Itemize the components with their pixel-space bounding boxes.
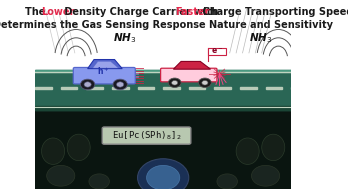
Circle shape: [147, 165, 180, 189]
Circle shape: [172, 81, 178, 85]
Circle shape: [137, 159, 189, 189]
Bar: [163, 87, 180, 89]
Polygon shape: [88, 60, 122, 69]
Circle shape: [117, 82, 124, 87]
Bar: [35, 70, 291, 110]
Text: NH$_3$: NH$_3$: [249, 31, 272, 45]
Bar: [35, 87, 52, 89]
Text: Charge Transporting Speed: Charge Transporting Speed: [199, 7, 348, 17]
Circle shape: [198, 78, 211, 88]
Bar: [86, 87, 103, 89]
Ellipse shape: [41, 138, 65, 164]
Polygon shape: [208, 48, 226, 55]
Circle shape: [168, 78, 181, 88]
Circle shape: [89, 174, 109, 189]
Circle shape: [84, 82, 91, 87]
Circle shape: [252, 165, 280, 186]
Bar: [137, 87, 154, 89]
Bar: [291, 87, 308, 89]
Text: NH$_3$: NH$_3$: [113, 31, 136, 45]
Circle shape: [202, 81, 208, 85]
Bar: [35, 83, 291, 189]
Text: h$^+$: h$^+$: [97, 65, 109, 77]
Circle shape: [80, 79, 95, 90]
Text: Faster: Faster: [175, 7, 209, 17]
Circle shape: [113, 79, 127, 90]
Text: The: The: [25, 7, 49, 17]
Circle shape: [47, 165, 75, 186]
Text: Determines the Gas Sensing Response Nature and Sensitivity: Determines the Gas Sensing Response Natu…: [0, 20, 333, 30]
Text: Density Charge Carrier with: Density Charge Carrier with: [61, 7, 222, 17]
FancyBboxPatch shape: [161, 68, 217, 82]
Bar: [35, 106, 291, 110]
Polygon shape: [173, 61, 211, 69]
FancyBboxPatch shape: [73, 67, 135, 84]
Ellipse shape: [67, 134, 90, 161]
Bar: [214, 87, 231, 89]
Bar: [266, 87, 282, 89]
FancyBboxPatch shape: [102, 127, 191, 144]
Ellipse shape: [236, 138, 259, 164]
Bar: [189, 87, 205, 89]
Bar: [240, 87, 256, 89]
Circle shape: [217, 174, 237, 189]
Text: e$^-$: e$^-$: [211, 47, 223, 56]
Bar: [35, 70, 291, 72]
Ellipse shape: [262, 134, 285, 161]
Text: Lower: Lower: [41, 7, 74, 17]
Text: Eu[Pc(SPh)$_8$]$_2$: Eu[Pc(SPh)$_8$]$_2$: [112, 129, 181, 142]
Polygon shape: [93, 61, 118, 68]
Bar: [112, 87, 129, 89]
Bar: [61, 87, 77, 89]
